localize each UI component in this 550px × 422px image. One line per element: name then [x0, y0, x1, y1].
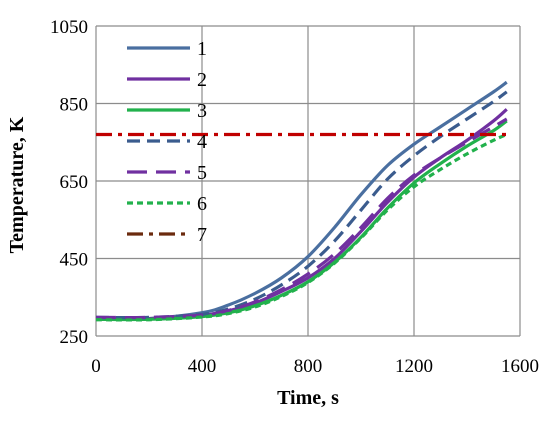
series-line-4 [95, 90, 508, 320]
series-group [95, 80, 508, 322]
y-tick-label: 1050 [50, 17, 88, 38]
legend-label-5: 5 [197, 162, 207, 184]
x-tick-label: 800 [294, 356, 323, 377]
legend-label-2: 2 [197, 69, 207, 91]
y-tick-label: 250 [60, 327, 89, 348]
y-tick-label: 850 [60, 95, 89, 116]
legend-label-4: 4 [197, 131, 207, 153]
x-tick-label: 0 [91, 356, 101, 377]
x-tick-label: 400 [188, 356, 217, 377]
legend: 1 2 3 4 5 6 7 [127, 38, 207, 246]
tick-labels: 0 400 800 1200 1600 250 450 650 850 1050 [50, 17, 539, 377]
legend-label-1: 1 [197, 38, 207, 60]
x-axis-title: Time, s [277, 387, 339, 409]
y-axis-title: Temperature, K [6, 116, 28, 253]
y-tick-label: 650 [60, 172, 89, 193]
y-tick-label: 450 [60, 250, 89, 271]
series-line-3 [95, 119, 508, 322]
grid-lines [95, 25, 521, 337]
x-tick-label: 1200 [395, 356, 433, 377]
series-line-6 [95, 133, 508, 322]
legend-label-7: 7 [197, 224, 207, 246]
series-line-5 [95, 117, 508, 320]
x-tick-label: 1600 [501, 356, 539, 377]
series-line-1 [95, 80, 508, 321]
legend-label-6: 6 [197, 193, 207, 215]
legend-label-3: 3 [197, 100, 207, 122]
